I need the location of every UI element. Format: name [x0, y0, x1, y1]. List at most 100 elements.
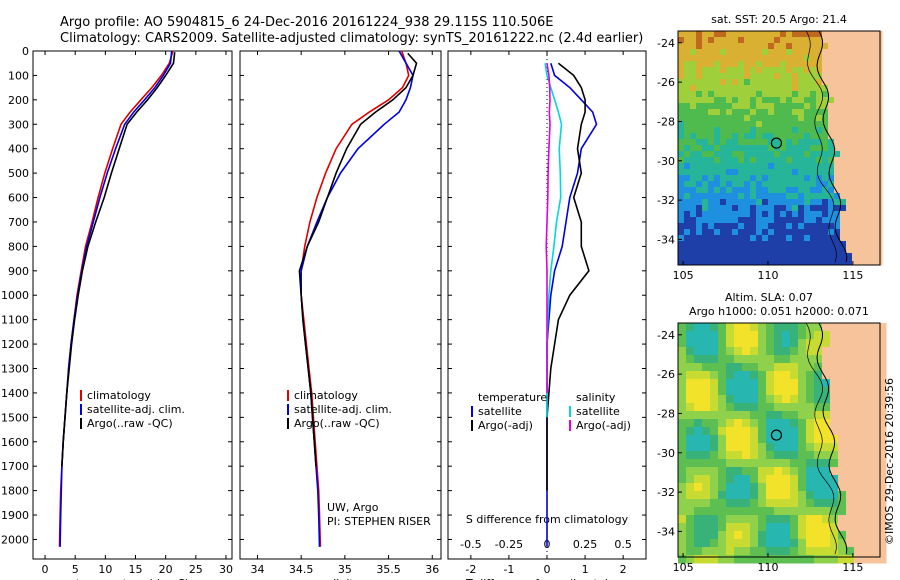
map-cell — [846, 85, 853, 92]
map-cell — [686, 411, 695, 420]
map-cell — [762, 49, 769, 56]
map-cell — [878, 403, 887, 412]
map-cell — [750, 127, 757, 134]
map-cell — [684, 151, 691, 158]
map-cell — [804, 163, 811, 170]
map-cell — [732, 199, 739, 206]
map-cell — [726, 163, 733, 170]
map-cell — [702, 395, 711, 404]
map-cell — [862, 443, 871, 452]
map-cell — [804, 37, 811, 44]
map-cell — [878, 507, 887, 516]
map-cell — [762, 157, 769, 164]
map-cell — [830, 491, 839, 500]
map-cell — [720, 199, 727, 206]
map-cell — [782, 515, 791, 524]
map-cell — [708, 229, 715, 236]
map-cell — [864, 217, 871, 224]
map-cell — [714, 163, 721, 170]
map-cell — [810, 211, 817, 218]
map-cell — [762, 205, 769, 212]
map-cell — [718, 355, 727, 364]
map-cell — [822, 443, 831, 452]
x-tick-label: 1 — [582, 563, 589, 576]
map-cell — [750, 331, 759, 340]
map-cell — [870, 67, 877, 74]
map-cell — [762, 85, 769, 92]
map-cell — [864, 37, 871, 44]
map-cell — [878, 331, 887, 340]
map-cell — [816, 31, 823, 38]
map-cell — [774, 205, 781, 212]
map-cell — [690, 91, 697, 98]
map-cell — [780, 121, 787, 128]
map-cell — [858, 67, 865, 74]
map-cell — [774, 363, 783, 372]
map-cell — [696, 175, 703, 182]
map-cell — [870, 355, 879, 364]
map-cell — [878, 419, 887, 428]
map-cell — [786, 61, 793, 68]
map-cell — [804, 67, 811, 74]
map-cell — [786, 235, 793, 242]
map-cell — [854, 419, 863, 428]
map-cell — [806, 499, 815, 508]
map-cell — [766, 363, 775, 372]
map-cell — [804, 73, 811, 80]
map-cell — [714, 91, 721, 98]
map-cell — [858, 91, 865, 98]
map-cell — [870, 387, 879, 396]
map-cell — [790, 507, 799, 516]
map-cell — [696, 73, 703, 80]
map-cell — [858, 31, 865, 38]
map-cell — [830, 531, 839, 540]
legend-header: temperature — [478, 391, 547, 404]
map-cell — [854, 555, 863, 564]
map-cell — [738, 67, 745, 74]
map-cell — [786, 133, 793, 140]
map-cell — [870, 403, 879, 412]
map-cell — [782, 523, 791, 532]
map-cell — [684, 169, 691, 176]
map-cell — [734, 459, 743, 468]
map-cell — [744, 115, 751, 122]
map-cell — [774, 121, 781, 128]
map-cell — [878, 499, 887, 508]
map-cell — [780, 199, 787, 206]
map-cell — [732, 253, 739, 260]
map-cell — [870, 523, 879, 532]
map-cell — [806, 507, 815, 516]
map-cell — [822, 253, 829, 260]
map-cell — [830, 355, 839, 364]
map-cell — [834, 223, 841, 230]
map-cell — [756, 121, 763, 128]
map-cell — [726, 427, 735, 436]
map-cell — [846, 555, 855, 564]
legend-header: salinity — [576, 391, 616, 404]
map-cell — [718, 387, 727, 396]
map-cell — [798, 73, 805, 80]
map-cell — [814, 355, 823, 364]
map-cell — [780, 181, 787, 188]
map-cell — [806, 427, 815, 436]
map-cell — [870, 121, 877, 128]
map-cell — [742, 443, 751, 452]
map-cell — [732, 211, 739, 218]
x-tick-label: 2 — [620, 563, 627, 576]
map-cell — [774, 229, 781, 236]
map-cell — [720, 61, 727, 68]
map-cell — [766, 347, 775, 356]
map-cell — [862, 459, 871, 468]
map-cell — [714, 43, 721, 50]
map-cell — [762, 91, 769, 98]
map-cell — [806, 459, 815, 468]
map-cell — [720, 217, 727, 224]
map-cell — [876, 169, 883, 176]
map-cell — [708, 97, 715, 104]
map-cell — [834, 211, 841, 218]
map-cell — [804, 175, 811, 182]
map-cell — [876, 97, 883, 104]
map-cell — [792, 193, 799, 200]
map-cell — [678, 175, 685, 182]
map-cell — [768, 259, 775, 266]
